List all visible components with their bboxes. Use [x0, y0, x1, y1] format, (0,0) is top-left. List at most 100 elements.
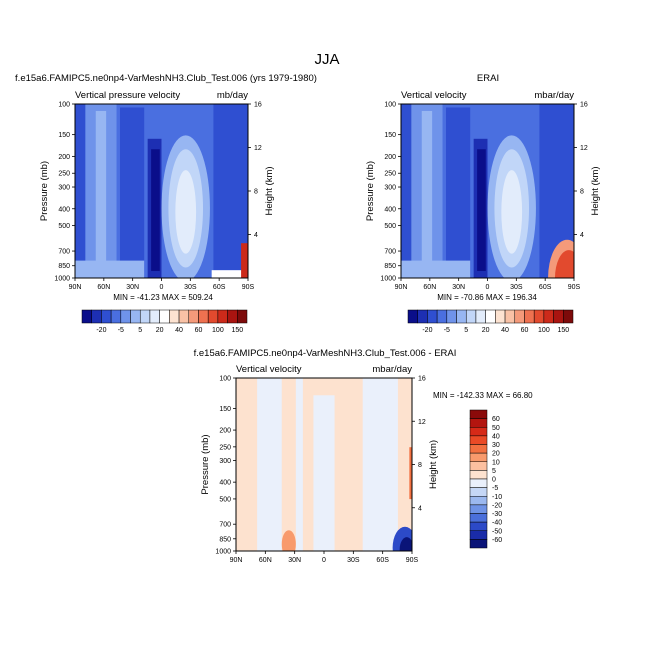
field-blob: [554, 250, 574, 278]
stats-label: MIN = -142.33 MAX = 66.80: [433, 391, 533, 400]
colorbar-tick-label: -30: [492, 511, 502, 518]
colorbar-swatch: [456, 309, 467, 324]
field-blob: [501, 170, 523, 254]
colorbar-swatch: [553, 309, 564, 324]
x-tick-label: 30N: [126, 284, 139, 291]
y-tick-label: 850: [219, 536, 231, 543]
x-tick-label: 30S: [510, 284, 523, 291]
panel-subtitle-right: mbar/day: [372, 364, 412, 375]
x-tick-label: 60S: [539, 284, 552, 291]
field-band: [477, 149, 486, 272]
colorbar-swatch: [469, 461, 488, 471]
y2-tick-label: 12: [580, 145, 588, 152]
colorbar-swatch: [469, 521, 488, 531]
y-tick-label: 500: [219, 496, 231, 503]
field: [236, 378, 412, 551]
panel-subtitle-right: mb/day: [217, 90, 248, 101]
field-band: [95, 110, 107, 278]
colorbar-swatch: [217, 309, 228, 324]
y2-tick-label: 4: [418, 505, 422, 512]
x-tick-label: 0: [160, 284, 164, 291]
colorbar-swatch: [469, 539, 488, 549]
colorbar-swatch: [469, 427, 488, 437]
colorbar-tick-label: -40: [492, 520, 502, 527]
field-blob: [281, 530, 296, 551]
field-band: [401, 260, 471, 278]
field-band: [75, 260, 145, 278]
x-tick-label: 30S: [347, 557, 360, 564]
colorbar-tick-label: -60: [492, 537, 502, 544]
colorbar-swatch: [469, 487, 488, 497]
y-tick-label: 300: [58, 185, 70, 192]
field-band: [75, 104, 86, 278]
stats-label: MIN = -70.86 MAX = 196.34: [437, 293, 537, 302]
colorbar-swatch: [227, 309, 238, 324]
field-band: [151, 149, 160, 272]
y2-axis-label: Height (km): [264, 166, 275, 215]
y-tick-label: 200: [219, 428, 231, 435]
field-band: [445, 107, 471, 278]
y-axis-label: Pressure (mb): [39, 161, 50, 221]
y-tick-label: 850: [384, 263, 396, 270]
y-tick-label: 200: [384, 154, 396, 161]
colorbar-swatch: [504, 309, 516, 324]
y-tick-label: 500: [58, 223, 70, 230]
y-tick-label: 1000: [215, 549, 231, 556]
y2-tick-label: 8: [580, 189, 584, 196]
colorbar-swatch: [495, 309, 506, 324]
field: [401, 104, 574, 278]
colorbar-tick-label: 5: [492, 468, 496, 475]
colorbar-tick-label: -10: [492, 494, 502, 501]
colorbar-tick-label: -5: [444, 327, 450, 334]
colorbar-swatch: [110, 309, 122, 324]
colorbar-swatch: [543, 309, 554, 324]
x-tick-label: 0: [322, 557, 326, 564]
x-tick-label: 90S: [242, 284, 255, 291]
panel-subtitle-right: mbar/day: [534, 90, 574, 101]
x-tick-label: 30N: [288, 557, 301, 564]
colorbar-tick-label: 30: [492, 442, 500, 449]
colorbar-tick-label: -5: [492, 485, 498, 492]
y-tick-label: 400: [219, 480, 231, 487]
field-band: [313, 395, 335, 551]
y2-tick-label: 12: [254, 145, 262, 152]
colorbar-swatch: [149, 309, 160, 324]
colorbar-swatch: [469, 470, 488, 480]
y-axis-label: Pressure (mb): [365, 161, 376, 221]
colorbar-swatch: [159, 309, 170, 324]
colorbar-tick-label: -5: [118, 327, 124, 334]
colorbar-swatch: [120, 309, 131, 324]
colorbar-swatch: [469, 504, 488, 514]
field-band: [409, 447, 412, 500]
y-tick-label: 100: [219, 376, 231, 383]
colorbar-swatch: [563, 309, 574, 324]
y-tick-label: 400: [58, 206, 70, 213]
y-tick-label: 400: [384, 206, 396, 213]
field-band: [362, 378, 398, 551]
panel-title: ERAI: [477, 73, 499, 84]
x-tick-label: 90N: [230, 557, 243, 564]
y2-tick-label: 4: [254, 232, 258, 239]
field-band: [401, 104, 412, 278]
y-tick-label: 500: [384, 223, 396, 230]
colorbar-tick-label: 60: [492, 416, 500, 423]
colorbar-swatch: [469, 409, 488, 419]
x-tick-label: 60S: [213, 284, 226, 291]
colorbar-swatch: [485, 309, 496, 324]
y-tick-label: 150: [384, 132, 396, 139]
x-tick-label: 90S: [568, 284, 581, 291]
field-band: [257, 378, 282, 551]
colorbar-swatch: [469, 418, 488, 428]
panel-difference: f.e15a6.FAMIPC5.ne0np4-VarMeshNH3.Club_T…: [194, 348, 534, 564]
panel-subtitle-left: Vertical velocity: [401, 90, 467, 101]
y-tick-label: 850: [58, 263, 70, 270]
colorbar-tick-label: 40: [501, 327, 509, 334]
x-tick-label: 30S: [184, 284, 197, 291]
y-tick-label: 700: [219, 522, 231, 529]
colorbar-swatch: [169, 309, 180, 324]
colorbar-tick-label: 60: [521, 327, 529, 334]
colorbar-swatch: [237, 309, 248, 324]
colorbar-tick-label: 50: [492, 425, 500, 432]
colorbar-swatch: [469, 496, 488, 506]
y-tick-label: 250: [58, 171, 70, 178]
